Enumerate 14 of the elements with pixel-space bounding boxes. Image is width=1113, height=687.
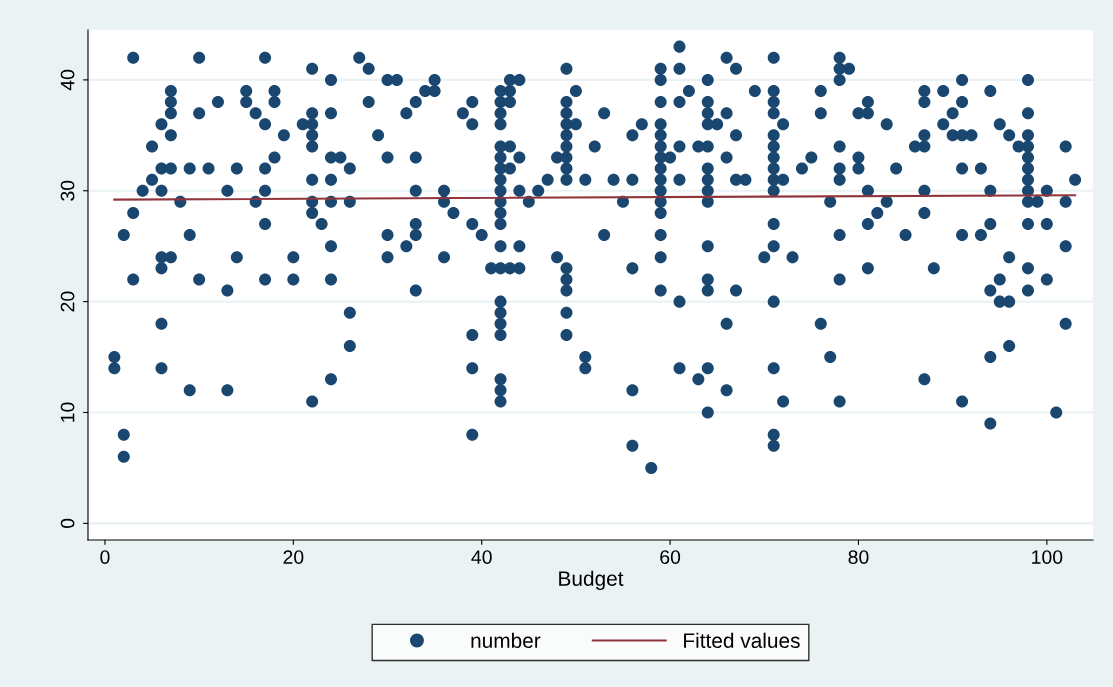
x-axis-title: Budget [559, 570, 624, 591]
y-tick-label: 0 [60, 518, 75, 529]
legend-label: Fitted values [684, 632, 800, 648]
x-tick-label: 0 [100, 550, 110, 564]
y-tick-label: 20 [60, 291, 75, 312]
x-tick-label: 60 [660, 550, 681, 564]
x-tick-label: 100 [1032, 550, 1063, 564]
x-tick-label: 40 [471, 550, 492, 564]
x-tick-label: 20 [283, 550, 304, 564]
y-tick-label: 10 [60, 402, 75, 422]
x-tick-label: 80 [848, 550, 869, 564]
y-tick-label: 40 [60, 69, 75, 91]
y-tick-label: 30 [60, 180, 75, 201]
legend-label: number [471, 632, 541, 648]
